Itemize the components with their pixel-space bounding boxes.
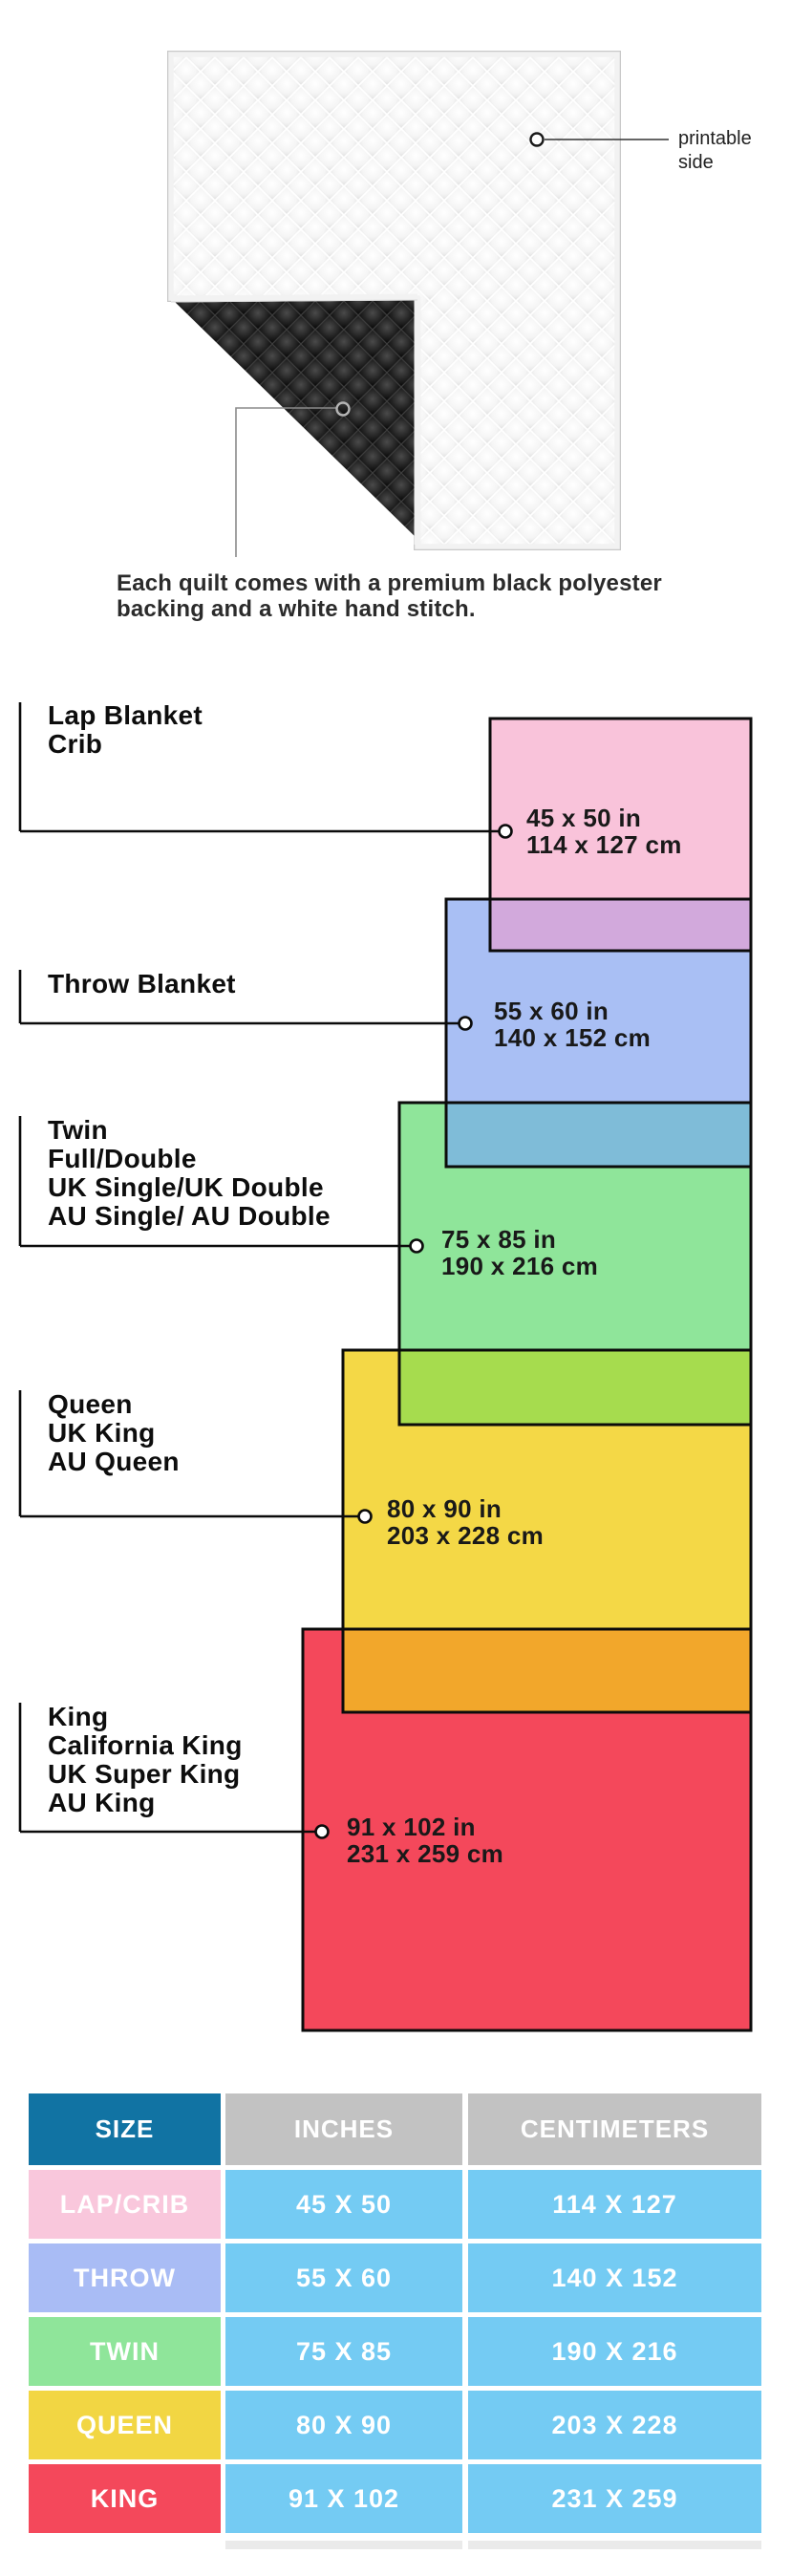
table-row-twin: TWIN 75 X 85 190 X 216 [0,2317,791,2386]
table-cell-cm: 203 X 228 [468,2391,761,2459]
dimensions-cm: 114 x 127 cm [526,830,682,859]
dimensions-cm: 190 x 216 cm [441,1252,599,1280]
label-line: UK Super King [48,1759,241,1789]
table-shadow-inches [225,2541,462,2549]
printable-side-label: printable side [678,128,752,173]
size-rect-border-lap-crib [488,717,753,953]
table-cell-size: TWIN [29,2317,221,2386]
table-header-size: SIZE [29,2093,221,2165]
label-line: Full/Double [48,1144,197,1173]
table-header-centimeters: CENTIMETERS [468,2093,761,2165]
callout-marker-lap-crib [498,824,513,839]
label-queen: Queen UK King AU Queen [48,1390,180,1476]
label-twin: Twin Full/Double UK Single/UK Double AU Sin… [48,1116,331,1231]
backing-callout-line [235,407,336,557]
size-rect-border-queen [341,1348,753,1714]
table-cell-inches: 45 X 50 [225,2170,462,2239]
dimensions-lap-crib: 45 x 50 in 114 x 127 cm [526,805,682,858]
label-line: AU Single/ AU Double [48,1201,331,1231]
table-header-inches: INCHES [225,2093,462,2165]
label-line: Queen [48,1389,133,1419]
table-row-lap-crib: LAP/CRIB 45 X 50 114 X 127 [0,2170,791,2239]
callout-marker-twin [409,1238,424,1254]
dimensions-king: 91 x 102 in 231 x 259 cm [347,1814,503,1867]
callout-marker-queen [357,1509,373,1524]
table-cell-inches: 75 X 85 [225,2317,462,2386]
label-line: Lap Blanket [48,700,203,730]
overlap-twin [399,1350,751,1425]
quilt-crease-hairline [170,299,418,303]
table-row-queen: QUEEN 80 X 90 203 X 228 [0,2391,791,2459]
quilt-illustration [167,51,621,550]
table-cell-cm: 190 X 216 [468,2317,761,2386]
quilt-fold-crease [170,293,418,303]
callout-marker-throw [458,1016,473,1031]
label-king: King California King UK Super King AU King [48,1703,243,1817]
table-cell-cm: 231 X 259 [468,2464,761,2533]
dimensions-queen: 80 x 90 in 203 x 228 cm [387,1495,544,1549]
callout-marker-king [314,1824,330,1839]
table-row-king: KING 91 X 102 231 X 259 [0,2464,791,2533]
table-cell-cm: 114 X 127 [468,2170,761,2239]
table-cell-size: LAP/CRIB [29,2170,221,2239]
table-cell-cm: 140 X 152 [468,2243,761,2312]
label-lap-crib: Lap Blanket Crib [48,701,203,759]
table-cell-inches: 80 X 90 [225,2391,462,2459]
dimensions-inches: 80 x 90 in [387,1494,502,1523]
backing-marker [335,401,351,417]
label-line: AU King [48,1788,156,1817]
printable-side-marker [529,132,545,147]
dimensions-inches: 75 x 85 in [441,1225,557,1254]
label-line: Twin [48,1115,108,1145]
dimensions-inches: 45 x 50 in [526,804,642,832]
dimensions-cm: 203 x 228 cm [387,1521,545,1550]
dimensions-inches: 91 x 102 in [347,1813,476,1841]
size-rect-border-twin [397,1101,753,1427]
size-rect-border-king [301,1627,753,2032]
overlap-queen [343,1629,751,1712]
overlap-throw [446,1103,751,1167]
label-throw: Throw Blanket [48,970,236,998]
table-row-throw: THROW 55 X 60 140 X 152 [0,2243,791,2312]
table-cell-inches: 55 X 60 [225,2243,462,2312]
quilt-caption-line-2: backing and a white hand stitch. [117,596,476,622]
quilt-caption-line-1: Each quilt comes with a premium black po… [117,570,662,596]
dimensions-inches: 55 x 60 in [494,997,609,1025]
label-line: King [48,1702,109,1731]
dimensions-twin: 75 x 85 in 190 x 216 cm [441,1226,598,1279]
label-line: AU Queen [48,1447,180,1476]
label-line: UK Single/UK Double [48,1172,324,1202]
table-cell-size: THROW [29,2243,221,2312]
table-cell-size: QUEEN [29,2391,221,2459]
quilt-black-backing-fold [173,300,419,541]
size-rect-border-throw [444,897,753,1169]
table-shadow-centimeters [468,2541,761,2549]
dimensions-cm: 140 x 152 cm [494,1023,652,1052]
size-table-header-row: SIZE INCHES CENTIMETERS [0,2093,791,2165]
dimensions-throw: 55 x 60 in 140 x 152 cm [494,998,651,1051]
table-cell-inches: 91 X 102 [225,2464,462,2533]
label-line: Throw Blanket [48,969,236,998]
size-diagram [18,702,753,2032]
label-line: California King [48,1730,243,1760]
table-cell-size: KING [29,2464,221,2533]
label-line: UK King [48,1418,156,1448]
overlap-lap-crib [490,899,751,951]
quilt-annotations [235,132,669,557]
dimensions-cm: 231 x 259 cm [347,1839,504,1868]
label-line: Crib [48,729,103,759]
